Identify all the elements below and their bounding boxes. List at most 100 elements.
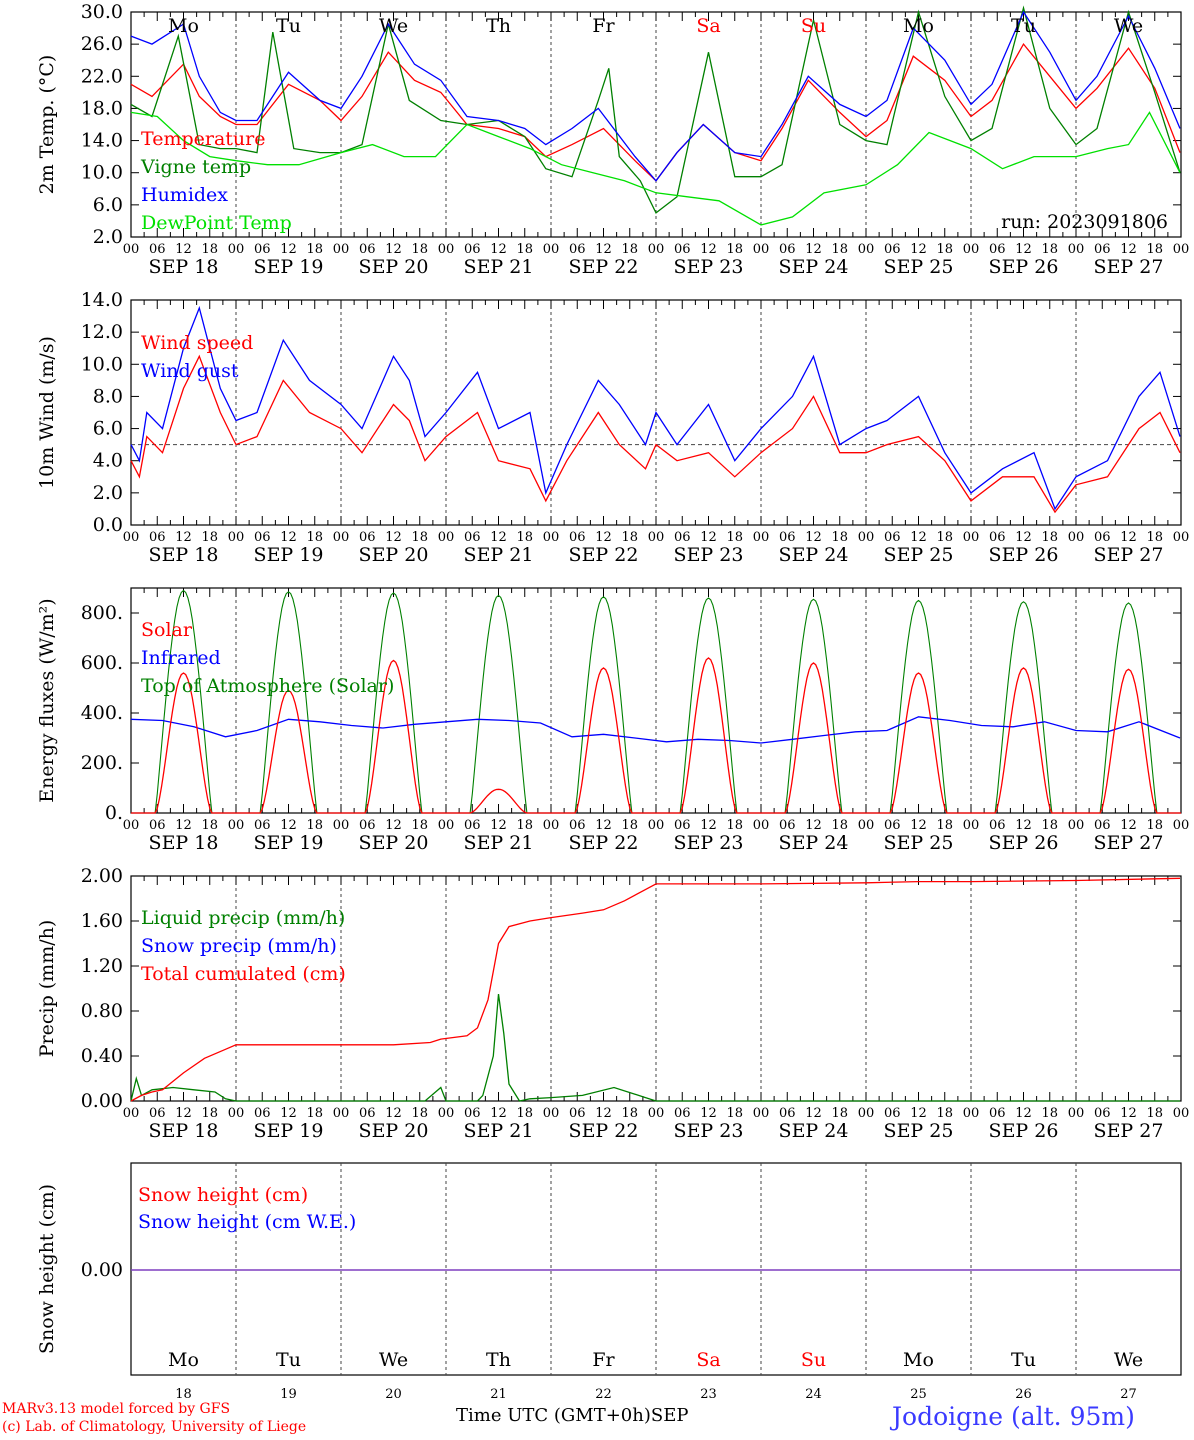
hour-label: 12 xyxy=(910,242,927,257)
date-label: SEP 20 xyxy=(359,544,429,566)
model-credit: MARv3.13 model forced by GFS (c) Lab. of… xyxy=(2,1400,306,1436)
hour-label: 18 xyxy=(831,530,848,545)
hour-label: 12 xyxy=(1015,818,1032,833)
date-label: SEP 23 xyxy=(674,832,744,854)
y-tick-label: 6.0 xyxy=(93,418,123,440)
hour-label: 06 xyxy=(779,530,796,545)
hour-label: 00 xyxy=(648,242,665,257)
month-label: SEP xyxy=(650,1405,689,1426)
y-tick-label: 0.00 xyxy=(81,1259,123,1281)
hour-label: 06 xyxy=(149,530,166,545)
hour-label: 12 xyxy=(805,242,822,257)
y-axis-label: Energy fluxes (W/m²) xyxy=(36,598,58,802)
hour-label: 00 xyxy=(333,242,350,257)
hour-label: 00 xyxy=(123,1106,140,1121)
weekday-label: We xyxy=(1114,15,1143,37)
hour-label: 18 xyxy=(726,242,743,257)
date-label: SEP 22 xyxy=(569,256,639,278)
y-tick-label: 12.0 xyxy=(81,321,123,343)
hour-label: 06 xyxy=(1094,1106,1111,1121)
date-label: SEP 21 xyxy=(464,1120,534,1142)
hour-label: 06 xyxy=(464,242,481,257)
hour-label: 06 xyxy=(149,1106,166,1121)
hour-label: 18 xyxy=(306,530,323,545)
hour-label: 12 xyxy=(910,818,927,833)
y-axis-label: Snow height (cm) xyxy=(36,1184,58,1354)
hour-label: 12 xyxy=(805,530,822,545)
hour-label: 00 xyxy=(543,1106,560,1121)
hour-label: 18 xyxy=(411,242,428,257)
weekday-label: Sa xyxy=(696,15,720,37)
hour-label: 18 xyxy=(516,242,533,257)
hour-label: 06 xyxy=(464,818,481,833)
date-label: SEP 18 xyxy=(149,256,219,278)
hour-label: 06 xyxy=(254,530,271,545)
panel-3: Energy fluxes (W/m²) 0. 200. 400. 600. 800. So… xyxy=(36,587,1189,854)
weekday-label: Fr xyxy=(592,1349,615,1371)
y-axis-label: Precip (mm/h) xyxy=(36,920,58,1058)
hour-label: 00 xyxy=(228,818,245,833)
hour-label: 12 xyxy=(490,530,507,545)
y-tick-label: 800. xyxy=(81,602,123,624)
date-label: SEP 21 xyxy=(464,832,534,854)
hour-label: 18 xyxy=(516,1106,533,1121)
hour-label: 18 xyxy=(201,1106,218,1121)
hour-label: 18 xyxy=(1146,242,1163,257)
y-tick-label: 0.00 xyxy=(81,1090,123,1112)
hour-label: 18 xyxy=(621,530,638,545)
hour-label: 00 xyxy=(963,530,980,545)
hour-label: 18 xyxy=(411,818,428,833)
hour-label: 12 xyxy=(175,242,192,257)
day-number-label: 22 xyxy=(595,1387,612,1402)
hour-label: 06 xyxy=(884,242,901,257)
hour-label: 00 xyxy=(753,530,770,545)
hour-label: 00 xyxy=(858,530,875,545)
hour-label: 12 xyxy=(595,818,612,833)
date-label: SEP 26 xyxy=(989,1120,1059,1142)
hour-label: 12 xyxy=(910,1106,927,1121)
y-tick-label: 2.0 xyxy=(93,226,123,248)
hour-label: 00 xyxy=(543,242,560,257)
hour-label: 06 xyxy=(779,1106,796,1121)
legend-item: Infrared xyxy=(141,647,221,669)
hour-label: 06 xyxy=(1094,242,1111,257)
hour-label: 12 xyxy=(805,818,822,833)
hour-label: 12 xyxy=(700,818,717,833)
weekday-label: Tu xyxy=(1011,15,1036,37)
weekday-label: Th xyxy=(486,15,511,37)
legend-item: Top of Atmosphere (Solar) xyxy=(141,675,394,697)
series-line xyxy=(130,354,1181,514)
time-axis-label-text: Time UTC (GMT+0h) xyxy=(456,1405,651,1426)
date-label: SEP 20 xyxy=(359,832,429,854)
hour-label: 06 xyxy=(149,818,166,833)
hour-label: 06 xyxy=(1094,530,1111,545)
infrared-line xyxy=(130,716,1181,744)
weekday-label: Sa xyxy=(696,1349,720,1371)
weekday-label: Tu xyxy=(1011,1349,1036,1371)
hour-label: 06 xyxy=(884,818,901,833)
day-number-label: 18 xyxy=(175,1387,192,1402)
hour-label: 12 xyxy=(805,1106,822,1121)
hour-label: 12 xyxy=(490,1106,507,1121)
y-tick-label: 26.0 xyxy=(81,33,123,55)
date-label: SEP 22 xyxy=(569,1120,639,1142)
weekday-label: Fr xyxy=(592,15,615,37)
hour-label: 18 xyxy=(936,1106,953,1121)
hour-label: 00 xyxy=(858,242,875,257)
hour-label: 06 xyxy=(674,818,691,833)
date-label: SEP 20 xyxy=(359,1120,429,1142)
y-tick-label: 1.20 xyxy=(81,955,123,977)
hour-label: 12 xyxy=(490,818,507,833)
weekday-label: We xyxy=(1114,1349,1143,1371)
hour-label: 12 xyxy=(175,530,192,545)
hour-label: 00 xyxy=(543,818,560,833)
date-label: SEP 27 xyxy=(1094,1120,1164,1142)
hour-label: 00 xyxy=(1173,530,1190,545)
panel-2: 10m Wind (m/s) 0.0 2.0 4.0 6.0 8.0 10.0 12.0 14.… xyxy=(36,289,1189,566)
hour-label: 00 xyxy=(438,1106,455,1121)
weekday-label: We xyxy=(379,15,408,37)
y-tick-label: 10.0 xyxy=(81,353,123,375)
hour-label: 12 xyxy=(1120,242,1137,257)
hour-label: 06 xyxy=(989,1106,1006,1121)
y-tick-label: 2.00 xyxy=(81,865,123,887)
